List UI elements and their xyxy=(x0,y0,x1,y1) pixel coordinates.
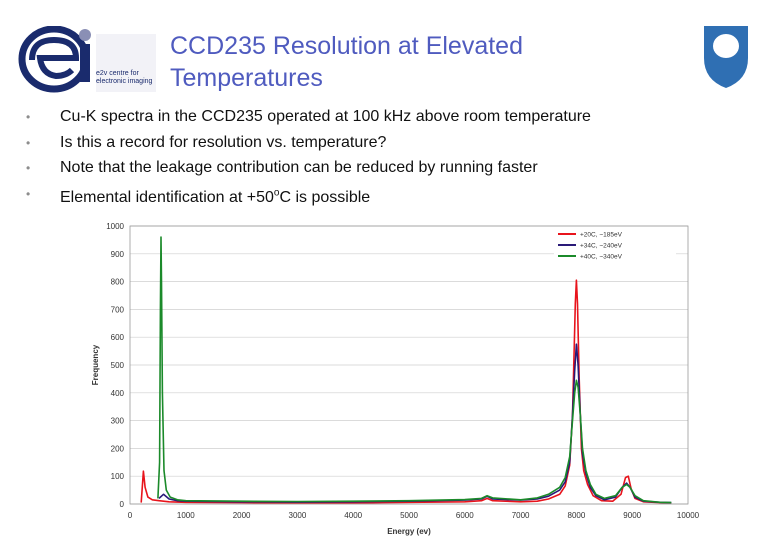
x-axis-title: Energy (ev) xyxy=(387,527,431,536)
series-lines xyxy=(140,236,672,504)
x-tick-label: 0 xyxy=(128,511,133,520)
bullet-text: Note that the leakage contribution can b… xyxy=(60,159,538,176)
bullet-item: • Is this a record for resolution vs. tem… xyxy=(26,132,746,158)
series-line xyxy=(158,343,672,504)
bullet-list: • Cu-K spectra in the CCD235 operated at … xyxy=(26,106,746,208)
series-line xyxy=(140,279,672,504)
y-tick-label: 300 xyxy=(111,417,125,426)
slide-title: CCD235 Resolution at Elevated Temperatur… xyxy=(170,32,523,92)
chart-legend: +20C, ~185eV +34C, ~240eV +40C, ~340eV xyxy=(554,229,676,266)
bullet-dot-icon: • xyxy=(26,135,31,150)
y-tick-label: 700 xyxy=(111,305,125,314)
y-tick-label: 800 xyxy=(111,278,125,287)
legend-label: +40C, ~340eV xyxy=(580,254,623,261)
series-line xyxy=(157,236,672,504)
legend-label: +34C, ~240eV xyxy=(580,243,623,250)
y-tick-label: 100 xyxy=(111,472,125,481)
x-tick-label: 2000 xyxy=(233,511,251,520)
y-tick-labels: 0 100 200 300 400 500 600 700 800 900 1000 xyxy=(106,222,124,509)
plot-area-border xyxy=(129,225,689,505)
bullet-dot-icon: • xyxy=(26,110,31,124)
bullet-dot-icon: • xyxy=(26,161,31,175)
bullet-dot-icon: • xyxy=(26,186,31,201)
y-tick-label: 0 xyxy=(120,500,125,509)
x-tick-labels: 0 1000 2000 3000 4000 5000 6000 7000 8000 9000 100… xyxy=(128,511,700,520)
bullet-text: Elemental identification at +50oC is pos… xyxy=(60,187,371,206)
bullet-item: • Elemental identification at +50oC is po… xyxy=(26,183,746,209)
logo-caption: e2v centre for electronic imaging xyxy=(96,70,153,85)
x-tick-label: 10000 xyxy=(677,511,700,520)
spectrum-chart: 0 100 200 300 400 500 600 700 800 900 1000 0 1000 20… xyxy=(91,222,700,536)
y-tick-label: 200 xyxy=(111,444,125,453)
x-tick-label: 6000 xyxy=(456,511,474,520)
bullet-item: • Note that the leakage contribution can … xyxy=(26,157,746,183)
x-tick-label: 5000 xyxy=(400,511,418,520)
y-axis-title: Frequency xyxy=(91,344,100,385)
y-tick-label: 500 xyxy=(111,361,125,370)
x-tick-label: 3000 xyxy=(289,511,307,520)
y-tick-label: 400 xyxy=(111,389,125,398)
ei-logo xyxy=(18,26,156,93)
x-tick-label: 4000 xyxy=(344,511,362,520)
y-tick-label: 1000 xyxy=(106,222,124,231)
bullet-item: • Cu-K spectra in the CCD235 operated at … xyxy=(26,106,746,132)
legend-box xyxy=(554,229,676,266)
x-tick-label: 9000 xyxy=(623,511,641,520)
legend-label: +20C, ~185eV xyxy=(580,232,623,239)
shield-icon xyxy=(704,26,748,88)
bullet-text: Is this a record for resolution vs. temp… xyxy=(60,133,387,151)
x-tick-label: 8000 xyxy=(568,511,586,520)
y-tick-label: 900 xyxy=(111,250,125,259)
x-tick-label: 7000 xyxy=(512,511,530,520)
chart-grid xyxy=(130,225,688,505)
bullet-text: Cu-K spectra in the CCD235 operated at 1… xyxy=(60,108,591,125)
x-tick-label: 1000 xyxy=(177,511,195,520)
y-tick-label: 600 xyxy=(111,333,125,342)
